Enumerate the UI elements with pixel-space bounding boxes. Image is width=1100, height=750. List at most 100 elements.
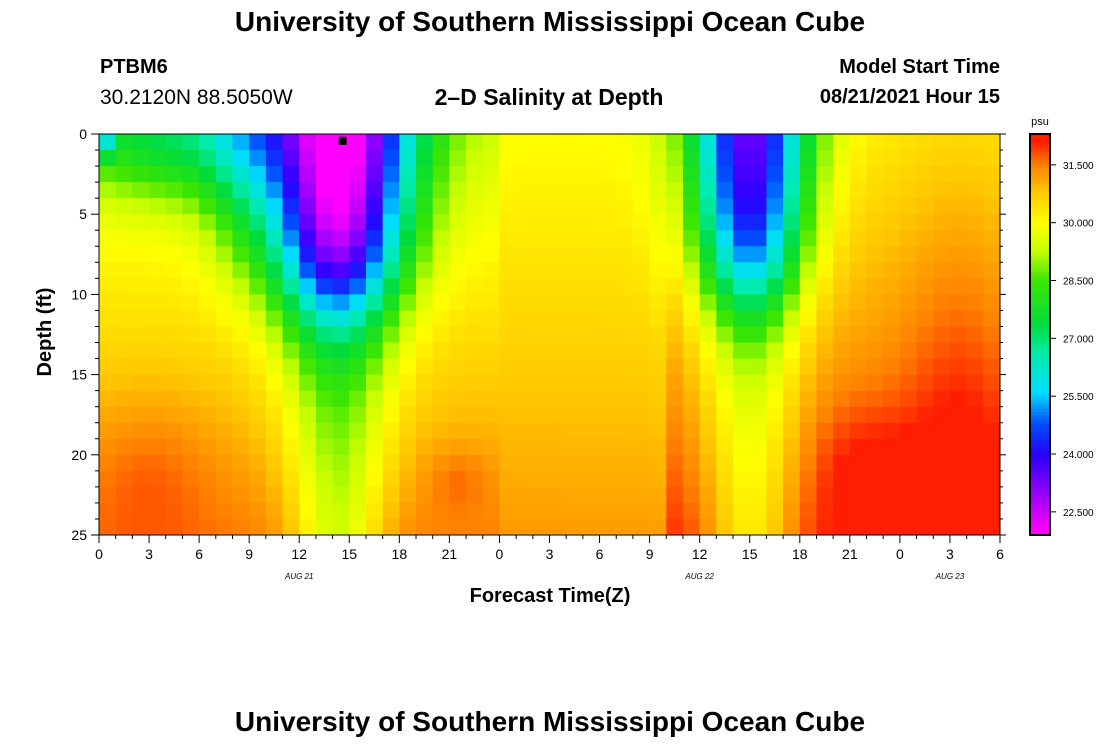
colorbar-tick-label: 27.000 (1063, 334, 1094, 345)
heatmap-cell (482, 214, 501, 231)
heatmap-cell (215, 230, 234, 247)
heatmap-cell (315, 166, 334, 183)
heatmap-cell (99, 262, 117, 279)
heatmap-cell (749, 454, 768, 472)
heatmap-cell (933, 134, 951, 151)
heatmap-cell (416, 342, 434, 360)
heatmap-cell (249, 214, 267, 231)
heatmap-cell (766, 358, 784, 376)
heatmap-cell (532, 454, 551, 472)
heatmap-cell (232, 406, 250, 424)
heatmap-cell (315, 438, 334, 456)
colorbar-segment (1030, 434, 1050, 439)
heatmap-cell (282, 470, 300, 488)
heatmap-cell (499, 134, 517, 151)
heatmap-cell (599, 326, 617, 344)
plot-title: 2–D Salinity at Depth (434, 84, 664, 110)
date-label: AUG 22 (684, 572, 714, 581)
heatmap-cell (482, 518, 501, 535)
heatmap-cell (799, 294, 818, 312)
heatmap-cell (682, 230, 701, 247)
heatmap-cell (916, 278, 934, 295)
colorbar-segment (1030, 384, 1050, 389)
heatmap-cell (199, 230, 217, 247)
heatmap-cell (566, 486, 584, 504)
heatmap-cell (399, 294, 417, 312)
heatmap-cell (816, 262, 834, 279)
heatmap-cell (632, 342, 651, 360)
heatmap-cell (966, 406, 984, 424)
colorbar-segment (1030, 331, 1050, 335)
heatmap-cell (432, 454, 450, 472)
heatmap-cell (766, 454, 784, 472)
heatmap-cell (99, 502, 117, 520)
heatmap-cell (632, 438, 651, 456)
heatmap-cell (432, 246, 450, 263)
heatmap-cell (349, 326, 367, 344)
heatmap-cell (149, 438, 167, 456)
heatmap-cell (165, 486, 184, 504)
heatmap-cell (933, 166, 951, 183)
heatmap-cell (582, 358, 601, 376)
heatmap-cell (549, 214, 567, 231)
heatmap-cell (315, 518, 334, 535)
heatmap-cell (382, 230, 400, 247)
heatmap-cell (499, 326, 517, 344)
heatmap-cell (616, 342, 634, 360)
heatmap-cell (916, 374, 934, 392)
heatmap-cell (449, 470, 467, 488)
heatmap-cell (449, 246, 467, 263)
heatmap-cell (282, 438, 300, 456)
heatmap-cell (566, 438, 584, 456)
heatmap-cell (532, 134, 551, 151)
heatmap-cell (199, 310, 217, 328)
heatmap-cell (649, 246, 667, 263)
heatmap-cell (933, 182, 951, 199)
heatmap-cell (549, 166, 567, 183)
heatmap-cell (132, 214, 150, 231)
heatmap-cell (299, 438, 317, 456)
heatmap-cell (516, 166, 534, 183)
heatmap-cell (165, 326, 184, 344)
heatmap-cell (482, 374, 501, 392)
colorbar-segment (1030, 244, 1050, 249)
heatmap-cell (299, 502, 317, 520)
x-tick-label: 15 (742, 546, 758, 562)
heatmap-cell (432, 150, 450, 167)
heatmap-cell (733, 326, 751, 344)
heatmap-cell (599, 406, 617, 424)
heatmap-cell (332, 342, 350, 360)
heatmap-cell (616, 182, 634, 199)
heatmap-cell (466, 182, 484, 199)
heatmap-cell (866, 166, 884, 183)
heatmap-cell (199, 326, 217, 344)
heatmap-cell (833, 486, 851, 504)
heatmap-cell (933, 278, 951, 295)
heatmap-cell (349, 198, 367, 215)
date-label: AUG 21 (284, 572, 313, 581)
heatmap-cell (649, 518, 667, 535)
heatmap-cell (132, 518, 150, 535)
heatmap-cell (132, 166, 150, 183)
heatmap-cell (582, 262, 601, 279)
heatmap-cell (649, 374, 667, 392)
colorbar-segment (1030, 250, 1050, 255)
heatmap-cell (966, 246, 984, 263)
heatmap-cell (966, 294, 984, 312)
heatmap-cell (616, 374, 634, 392)
heatmap-cell (649, 342, 667, 360)
heatmap-cell (282, 214, 300, 231)
heatmap-cell (833, 166, 851, 183)
heatmap-cell (749, 230, 768, 247)
x-tick-label: 6 (996, 546, 1004, 562)
heatmap-cell (783, 374, 801, 392)
heatmap-cell (749, 246, 768, 263)
heatmap-cell (833, 262, 851, 279)
heatmap-cell (115, 310, 133, 328)
heatmap-cell (199, 358, 217, 376)
x-tick-label: 21 (842, 546, 858, 562)
heatmap-cell (916, 502, 934, 520)
heatmap-cell (983, 294, 1000, 312)
heatmap-cell (799, 198, 818, 215)
heatmap-cell (299, 390, 317, 408)
